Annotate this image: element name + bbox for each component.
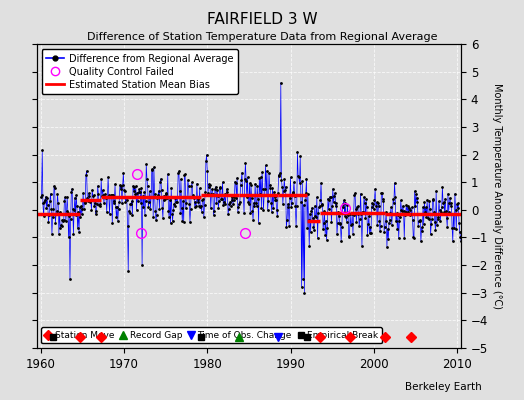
Text: Difference of Station Temperature Data from Regional Average: Difference of Station Temperature Data f… (87, 32, 437, 42)
Legend: Station Move, Record Gap, Time of Obs. Change, Empirical Break: Station Move, Record Gap, Time of Obs. C… (41, 327, 382, 344)
Y-axis label: Monthly Temperature Anomaly Difference (°C): Monthly Temperature Anomaly Difference (… (492, 83, 502, 309)
Text: Berkeley Earth: Berkeley Earth (406, 382, 482, 392)
Text: FAIRFIELD 3 W: FAIRFIELD 3 W (206, 12, 318, 27)
